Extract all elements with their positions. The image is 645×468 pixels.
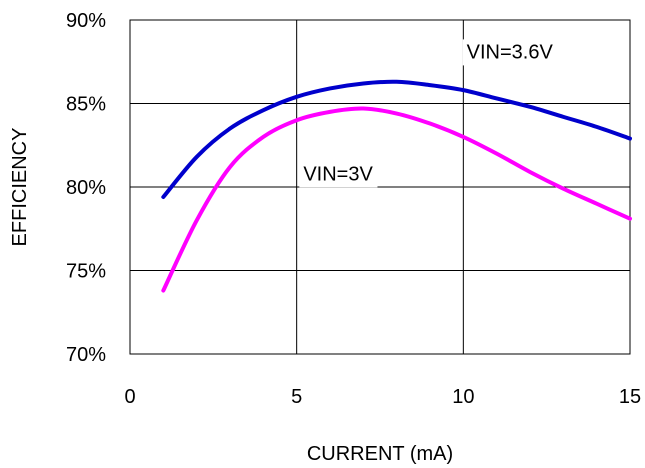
annotation-label-0: VIN=3.6V <box>467 41 554 63</box>
x-tick-labels: 0 5 10 15 <box>124 386 641 408</box>
series-line-0 <box>161 79 632 200</box>
annotation-background <box>299 161 378 188</box>
data-series <box>161 79 632 293</box>
x-axis-title: CURRENT (mA) <box>307 443 453 465</box>
annotation-background <box>462 39 558 66</box>
y-tick-label: 90% <box>66 10 106 32</box>
y-tick-label: 70% <box>66 344 106 366</box>
x-tick-label: 10 <box>452 386 474 408</box>
annotation-label-1: VIN=3V <box>303 163 373 185</box>
gridlines <box>130 20 630 354</box>
annotations: VIN=3.6V VIN=3V <box>299 39 558 188</box>
y-tick-label: 80% <box>66 177 106 199</box>
y-tick-labels: 70% 75% 80% 85% 90% <box>66 10 106 366</box>
series-line-1 <box>161 106 632 293</box>
y-tick-label: 75% <box>66 261 106 283</box>
x-tick-label: 15 <box>619 386 641 408</box>
x-tick-label: 5 <box>291 386 302 408</box>
x-tick-label: 0 <box>124 386 135 408</box>
y-tick-label: 85% <box>66 94 106 116</box>
y-axis-title: EFFICIENCY <box>9 128 31 247</box>
